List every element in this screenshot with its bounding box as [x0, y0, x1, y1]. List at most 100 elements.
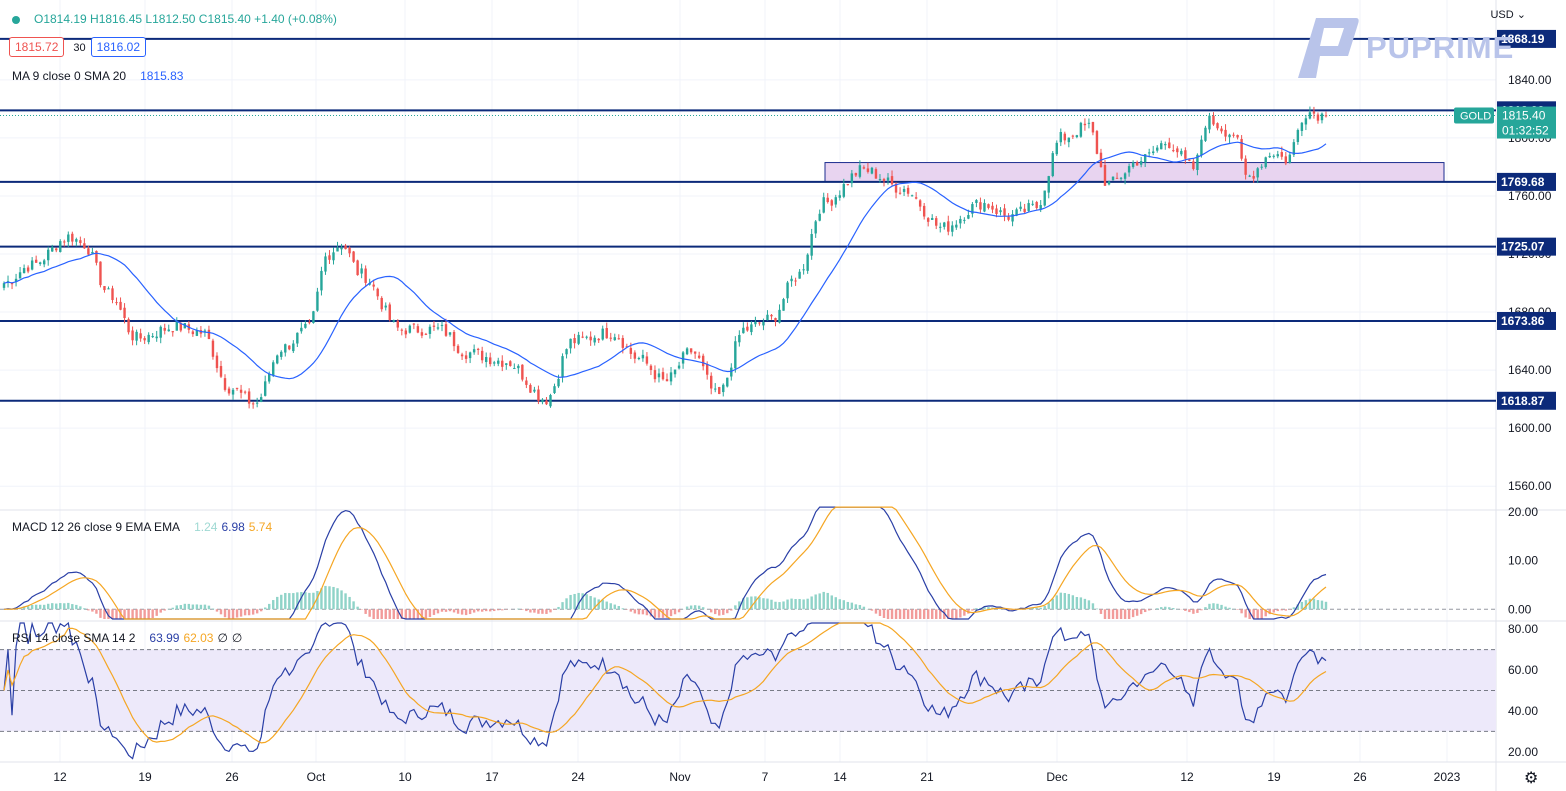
candle-body [762, 321, 765, 326]
candle-body [513, 368, 516, 370]
candle-body [657, 373, 661, 378]
bid-ask: 1815.72 30 1816.02 [9, 37, 150, 57]
candle-body [372, 284, 375, 287]
time-tick-label: 12 [1180, 770, 1194, 784]
candle-body [1184, 150, 1187, 159]
candle-body [107, 288, 110, 290]
candle-body [352, 251, 355, 262]
candle-body [175, 321, 178, 331]
candle-body [983, 202, 986, 212]
level-tag [1497, 29, 1556, 48]
currency-selector[interactable]: USD ⌄ [1490, 8, 1526, 21]
candle-body [247, 391, 251, 404]
candle-body [959, 218, 962, 224]
time-tick-label: Nov [669, 770, 690, 784]
level-tag [1497, 391, 1556, 410]
candle-body [1224, 129, 1227, 137]
candle-body [296, 332, 299, 344]
price-tick-label: 1760.00 [1508, 189, 1552, 203]
candle-body [280, 351, 283, 357]
candle-body [1220, 128, 1223, 132]
candle-body [1043, 190, 1046, 206]
candle-body [1216, 123, 1219, 129]
symbol-tag-label: GOLD [1460, 111, 1491, 123]
candle-body [826, 197, 829, 203]
candle-body [63, 241, 66, 243]
candle-body [1107, 181, 1111, 185]
candle-body [55, 248, 58, 251]
time-tick-label: 7 [762, 770, 769, 784]
ma-line [3, 141, 1327, 380]
candle-body [910, 195, 914, 197]
candle-body [219, 366, 223, 377]
time-tick-label: 24 [571, 770, 585, 784]
candle-body [1252, 176, 1255, 179]
ma-line [3, 141, 1327, 380]
candle-body [617, 338, 620, 340]
candle-body [810, 234, 813, 256]
ask-button[interactable]: 1816.02 [90, 37, 147, 57]
candle-body [794, 280, 797, 282]
candle-body [452, 331, 456, 347]
candle-body [517, 365, 520, 369]
rsi-legend: RSI 14 close SMA 14 2 63.99 62.03 ∅ ∅ [12, 630, 246, 646]
candle-body [846, 184, 850, 186]
candle-body [276, 355, 279, 364]
candle-body [914, 197, 918, 199]
candle-body [1023, 208, 1026, 213]
candle-body [1051, 153, 1054, 176]
macd-hist-value: 1.24 [194, 520, 218, 534]
consolidation-zone [824, 162, 1445, 183]
price-tick-label: 1560.00 [1508, 479, 1552, 493]
candle-body [750, 324, 753, 333]
candle-body [320, 270, 323, 291]
candle-body [1284, 156, 1288, 164]
candle-body [625, 346, 629, 348]
candle-body [890, 176, 894, 185]
candle-body [147, 334, 150, 343]
candle-body [593, 337, 596, 343]
candle-body [159, 326, 162, 338]
time-tick-label: 10 [398, 770, 412, 784]
candle-body [770, 314, 773, 317]
candle-body [541, 399, 544, 403]
candle-body [404, 330, 408, 335]
candle-body [396, 320, 399, 328]
candle-body [484, 357, 488, 363]
candle-body [609, 337, 612, 339]
candle-body [336, 247, 339, 252]
candle-body [955, 224, 958, 228]
candle-body [364, 268, 367, 283]
candle-body [1288, 154, 1292, 163]
chevron-down-icon: ⌄ [1516, 9, 1526, 21]
candle-body [87, 248, 90, 255]
candle-body [472, 349, 476, 353]
candle-body [1047, 176, 1050, 193]
candle-body [802, 269, 805, 271]
level-tag-label: 1673.86 [1501, 314, 1545, 328]
candle-body [1039, 205, 1042, 210]
level-tag [1497, 311, 1556, 330]
candle-body [1200, 139, 1203, 156]
candle-body [1135, 162, 1139, 166]
candle-body [1176, 148, 1179, 153]
candle-body [1308, 112, 1312, 119]
candle-body [501, 360, 504, 367]
gear-icon[interactable]: ⚙ [1524, 770, 1539, 787]
candle-body [1007, 216, 1010, 220]
candle-body [726, 377, 729, 387]
candle-body [1236, 135, 1239, 138]
candle-body [497, 360, 500, 364]
time-tick-label: 2023 [1434, 770, 1461, 784]
candle-body [332, 252, 335, 261]
candle-body [898, 192, 902, 194]
candle-body [1208, 115, 1211, 130]
bid-button[interactable]: 1815.72 [9, 37, 65, 57]
candle-body [613, 337, 616, 341]
candle-body [1260, 166, 1263, 168]
candle-body [878, 179, 882, 181]
candle-body [14, 278, 18, 283]
level-tag-label: 1868.19 [1501, 32, 1545, 46]
candle-body [621, 338, 625, 348]
